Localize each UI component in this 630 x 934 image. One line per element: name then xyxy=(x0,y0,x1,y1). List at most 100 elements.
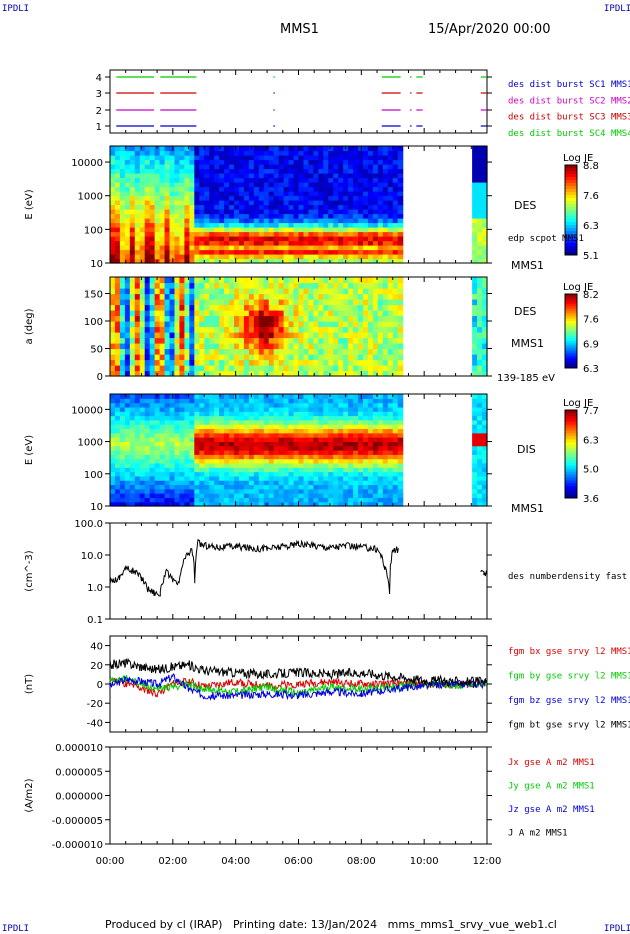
heatmap-cell xyxy=(358,186,364,192)
heatmap-cell xyxy=(303,168,310,174)
heatmap-cell xyxy=(164,159,171,165)
heatmap-cell xyxy=(338,437,344,442)
heatmap-cell xyxy=(234,231,240,237)
heatmap-cell xyxy=(179,186,186,192)
heatmap-cell xyxy=(154,315,161,322)
heatmap-cell xyxy=(308,475,314,481)
heatmap-cell xyxy=(209,321,215,328)
heatmap-cell xyxy=(482,195,488,201)
heatmap-cell xyxy=(397,231,404,237)
heatmap-cell xyxy=(372,424,379,430)
heatmap-cell xyxy=(362,432,369,438)
heatmap-cell xyxy=(199,195,205,201)
heatmap-cell xyxy=(358,450,364,455)
heatmap-cell xyxy=(372,218,379,224)
heatmap-cell xyxy=(382,304,389,311)
heatmap-cell xyxy=(139,164,146,170)
heatmap-cell xyxy=(189,182,195,188)
heatmap-cell xyxy=(343,480,349,486)
heatmap-cell xyxy=(204,168,210,174)
heatmap-cell xyxy=(184,441,190,447)
heatmap-cell xyxy=(229,195,235,201)
heatmap-cell xyxy=(333,277,339,284)
heatmap-cell xyxy=(189,159,195,165)
heatmap-cell xyxy=(258,332,265,339)
heatmap-cell xyxy=(477,354,483,361)
heatmap-cell xyxy=(308,173,314,179)
heatmap-cell xyxy=(367,402,374,408)
heatmap-cell xyxy=(184,454,190,460)
heatmap-cell xyxy=(293,437,300,442)
heatmap-cell xyxy=(387,277,394,284)
heatmap-cell xyxy=(313,428,319,434)
heatmap-cell xyxy=(377,467,384,473)
heatmap-cell xyxy=(144,218,151,224)
heatmap-cell xyxy=(253,293,260,300)
heatmap-cell xyxy=(258,370,265,377)
heatmap-cell xyxy=(482,213,488,219)
heatmap-cell xyxy=(318,354,324,361)
heatmap-cell xyxy=(114,419,121,425)
heatmap-cell xyxy=(224,293,230,300)
heatmap-cell xyxy=(333,200,339,206)
heatmap-cell xyxy=(134,204,141,210)
heatmap-cell xyxy=(224,213,230,219)
heatmap-cell xyxy=(134,432,141,438)
heatmap-cell xyxy=(303,348,310,355)
heatmap-cell xyxy=(238,497,245,503)
heatmap-cell xyxy=(110,365,116,372)
heatmap-cell xyxy=(204,424,210,430)
heatmap-cell xyxy=(372,200,379,206)
colorbar-cell xyxy=(565,183,577,187)
heatmap-cell xyxy=(258,428,265,434)
heatmap-cell xyxy=(154,159,161,165)
heatmap-cell xyxy=(367,218,374,224)
heatmap-cell xyxy=(134,245,141,251)
heatmap-cell xyxy=(372,245,379,251)
heatmap-cell xyxy=(209,155,215,161)
heatmap-cell xyxy=(283,254,290,260)
heatmap-cell xyxy=(214,326,220,333)
heatmap-cell xyxy=(149,245,156,251)
heatmap-cell xyxy=(367,227,374,233)
heatmap-cell xyxy=(477,398,483,404)
heatmap-cell xyxy=(134,293,141,300)
heatmap-cell xyxy=(377,218,384,224)
heatmap-cell xyxy=(273,424,280,430)
heatmap-cell xyxy=(328,480,334,486)
heatmap-cell xyxy=(248,315,255,322)
heatmap-cell xyxy=(248,213,255,219)
heatmap-cell xyxy=(268,348,275,355)
heatmap-cell xyxy=(298,467,305,473)
heatmap-cell xyxy=(124,245,131,251)
heatmap-cell xyxy=(110,394,116,399)
des-energy-spacecraft: MMS1 xyxy=(511,259,544,272)
heatmap-cell xyxy=(154,155,161,161)
heatmap-cell xyxy=(283,484,290,490)
heatmap-cell xyxy=(372,168,379,174)
heatmap-cell xyxy=(392,254,399,260)
heatmap-cell xyxy=(214,304,220,311)
colorbar-cell xyxy=(565,471,577,476)
heatmap-cell xyxy=(144,432,151,438)
heatmap-cell xyxy=(367,415,374,421)
heatmap-cell xyxy=(382,177,389,183)
heatmap-cell xyxy=(204,240,210,246)
heatmap-cell xyxy=(204,315,210,322)
heatmap-cell xyxy=(392,186,399,192)
heatmap-cell xyxy=(353,186,359,192)
heatmap-cell xyxy=(199,501,205,507)
heatmap-cell xyxy=(268,209,275,215)
heatmap-cell xyxy=(184,354,190,361)
heatmap-cell xyxy=(387,475,394,481)
heatmap-cell xyxy=(224,326,230,333)
heatmap-cell xyxy=(372,209,379,215)
heatmap-cell xyxy=(362,441,369,447)
heatmap-cell xyxy=(477,236,483,242)
heatmap-cell xyxy=(139,195,146,201)
heatmap-cell xyxy=(308,288,314,295)
heatmap-cell xyxy=(343,282,349,289)
heatmap-cell xyxy=(273,213,280,219)
heatmap-cell xyxy=(278,245,285,251)
heatmap-cell xyxy=(343,415,349,421)
